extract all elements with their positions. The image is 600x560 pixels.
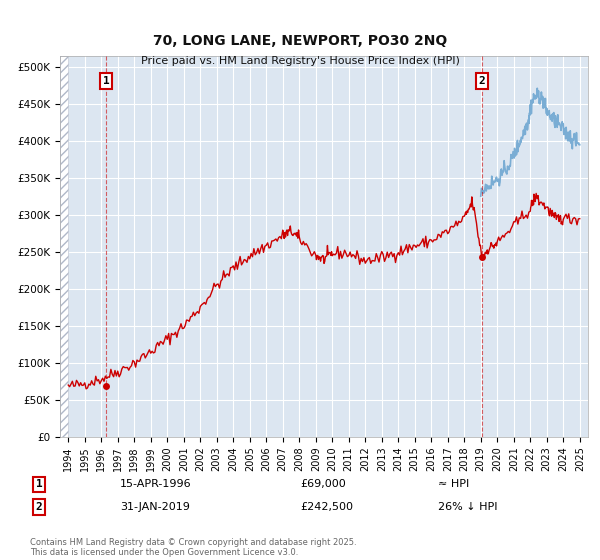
Text: 31-JAN-2019: 31-JAN-2019 (120, 502, 190, 512)
Text: Price paid vs. HM Land Registry's House Price Index (HPI): Price paid vs. HM Land Registry's House … (140, 56, 460, 66)
Text: 15-APR-1996: 15-APR-1996 (120, 479, 191, 489)
Text: 1: 1 (103, 76, 109, 86)
Text: 2: 2 (479, 76, 485, 86)
Text: 26% ↓ HPI: 26% ↓ HPI (438, 502, 497, 512)
Text: Contains HM Land Registry data © Crown copyright and database right 2025.
This d: Contains HM Land Registry data © Crown c… (30, 538, 356, 557)
Text: 70, LONG LANE, NEWPORT, PO30 2NQ: 70, LONG LANE, NEWPORT, PO30 2NQ (153, 34, 447, 48)
Text: ≈ HPI: ≈ HPI (438, 479, 469, 489)
Text: £242,500: £242,500 (300, 502, 353, 512)
Text: £69,000: £69,000 (300, 479, 346, 489)
Text: 2: 2 (35, 502, 43, 512)
Text: 1: 1 (35, 479, 43, 489)
